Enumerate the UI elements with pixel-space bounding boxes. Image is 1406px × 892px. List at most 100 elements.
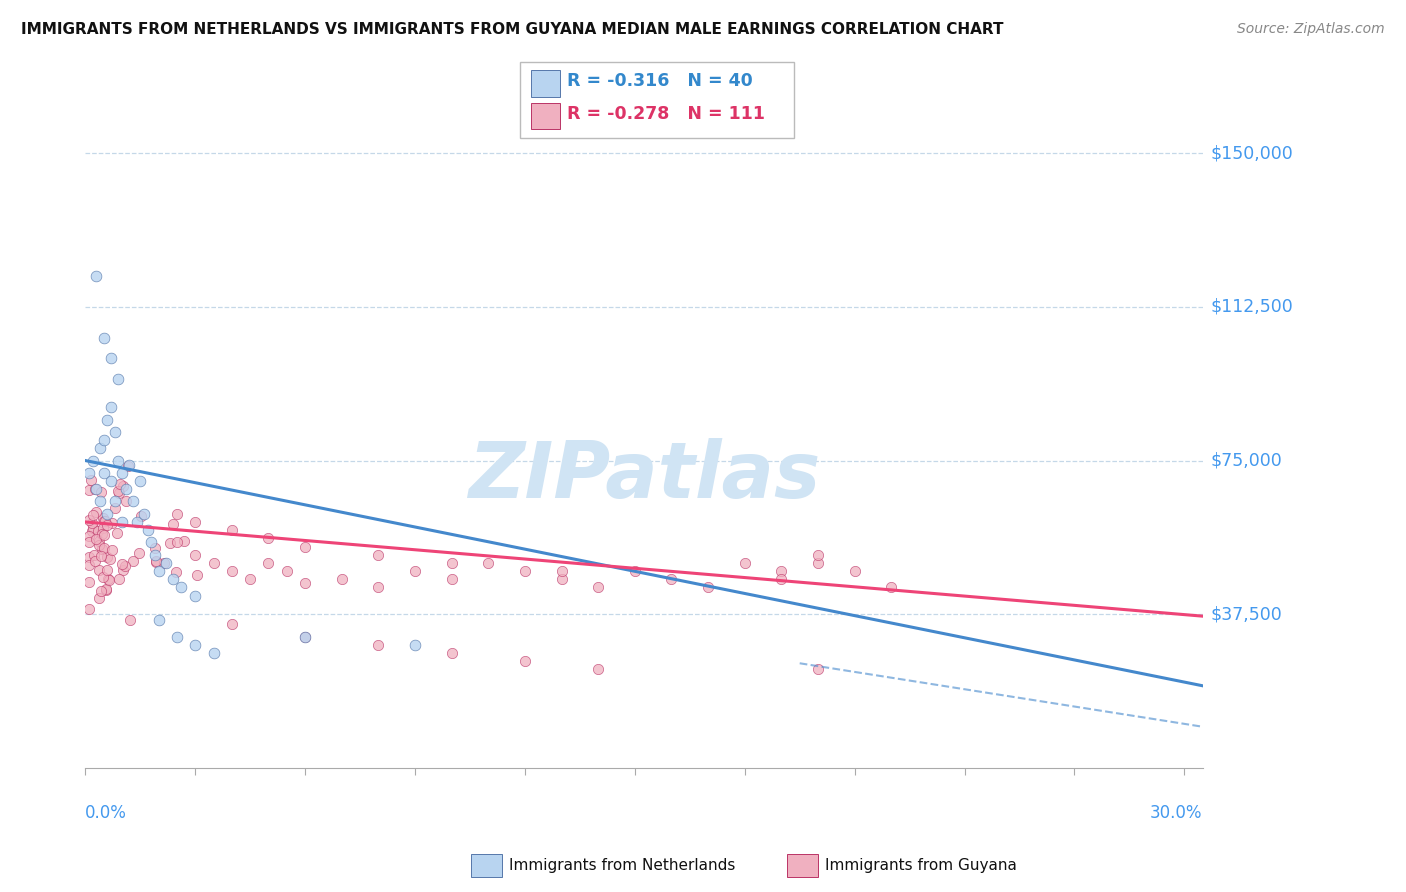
- Point: [107, 484, 129, 499]
- Point: [107, 371, 129, 385]
- Point: [77, 601, 100, 615]
- Point: [129, 474, 152, 488]
- Point: [145, 554, 167, 568]
- Point: [101, 516, 124, 530]
- Point: [145, 555, 167, 569]
- Point: [90, 549, 112, 563]
- Point: [136, 523, 159, 537]
- Point: [105, 526, 128, 541]
- Point: [162, 572, 184, 586]
- Point: [122, 494, 145, 508]
- Text: $150,000: $150,000: [1211, 145, 1292, 162]
- Point: [87, 562, 110, 576]
- Text: Immigrants from Netherlands: Immigrants from Netherlands: [509, 858, 735, 872]
- Point: [367, 548, 389, 562]
- Point: [184, 548, 207, 562]
- Point: [221, 523, 243, 537]
- Point: [122, 554, 145, 568]
- Point: [110, 476, 132, 491]
- Text: Immigrants from Guyana: Immigrants from Guyana: [825, 858, 1017, 872]
- Point: [89, 442, 111, 456]
- Point: [440, 556, 463, 570]
- Point: [90, 527, 112, 541]
- Point: [367, 581, 389, 595]
- Point: [96, 563, 118, 577]
- Point: [83, 554, 105, 568]
- Point: [166, 535, 188, 549]
- Point: [880, 581, 903, 595]
- Point: [404, 638, 426, 652]
- Point: [513, 564, 536, 578]
- Point: [166, 565, 188, 579]
- Point: [143, 548, 166, 562]
- Point: [97, 574, 120, 588]
- Point: [111, 466, 134, 480]
- Point: [77, 549, 100, 564]
- Point: [91, 511, 114, 525]
- Point: [96, 550, 118, 565]
- Point: [117, 459, 139, 474]
- Text: 0.0%: 0.0%: [86, 805, 127, 822]
- Point: [118, 613, 141, 627]
- Point: [159, 536, 181, 550]
- Point: [128, 546, 150, 560]
- Point: [115, 494, 138, 508]
- Point: [111, 563, 134, 577]
- Point: [148, 564, 170, 578]
- Point: [148, 613, 170, 627]
- Point: [770, 564, 793, 578]
- Point: [807, 662, 830, 676]
- Point: [84, 533, 107, 547]
- Point: [83, 548, 105, 562]
- Point: [550, 572, 572, 586]
- Point: [807, 556, 830, 570]
- Point: [624, 564, 647, 578]
- Point: [155, 556, 177, 570]
- Point: [367, 638, 389, 652]
- Point: [87, 591, 110, 605]
- Point: [114, 558, 136, 573]
- Point: [96, 518, 118, 533]
- Point: [94, 514, 117, 528]
- Point: [770, 572, 793, 586]
- Point: [184, 638, 207, 652]
- Point: [440, 572, 463, 586]
- Point: [111, 515, 134, 529]
- Point: [202, 556, 225, 570]
- Point: [294, 576, 316, 591]
- Point: [91, 570, 114, 584]
- Point: [80, 473, 103, 487]
- Point: [86, 505, 108, 519]
- Point: [807, 548, 830, 562]
- Point: [143, 541, 166, 556]
- Point: [77, 529, 100, 543]
- Point: [93, 541, 115, 556]
- Text: $112,500: $112,500: [1211, 298, 1292, 316]
- Point: [96, 412, 118, 426]
- Point: [77, 512, 100, 526]
- Point: [110, 558, 132, 572]
- Point: [100, 474, 122, 488]
- Text: R = -0.316   N = 40: R = -0.316 N = 40: [567, 72, 752, 90]
- Point: [152, 556, 174, 570]
- Point: [107, 453, 129, 467]
- Text: $75,000: $75,000: [1211, 451, 1282, 469]
- Point: [77, 574, 100, 589]
- Point: [98, 552, 121, 566]
- Point: [330, 572, 353, 586]
- Point: [257, 532, 280, 546]
- Text: R = -0.278   N = 111: R = -0.278 N = 111: [567, 105, 765, 123]
- Point: [89, 533, 111, 548]
- Point: [186, 568, 208, 582]
- Text: 30.0%: 30.0%: [1150, 805, 1202, 822]
- Point: [129, 509, 152, 524]
- Point: [697, 581, 720, 595]
- Point: [82, 521, 104, 535]
- Point: [111, 479, 134, 493]
- Point: [100, 542, 122, 557]
- Point: [90, 485, 112, 500]
- Point: [162, 517, 184, 532]
- Point: [89, 494, 111, 508]
- Point: [844, 564, 866, 578]
- Point: [166, 630, 188, 644]
